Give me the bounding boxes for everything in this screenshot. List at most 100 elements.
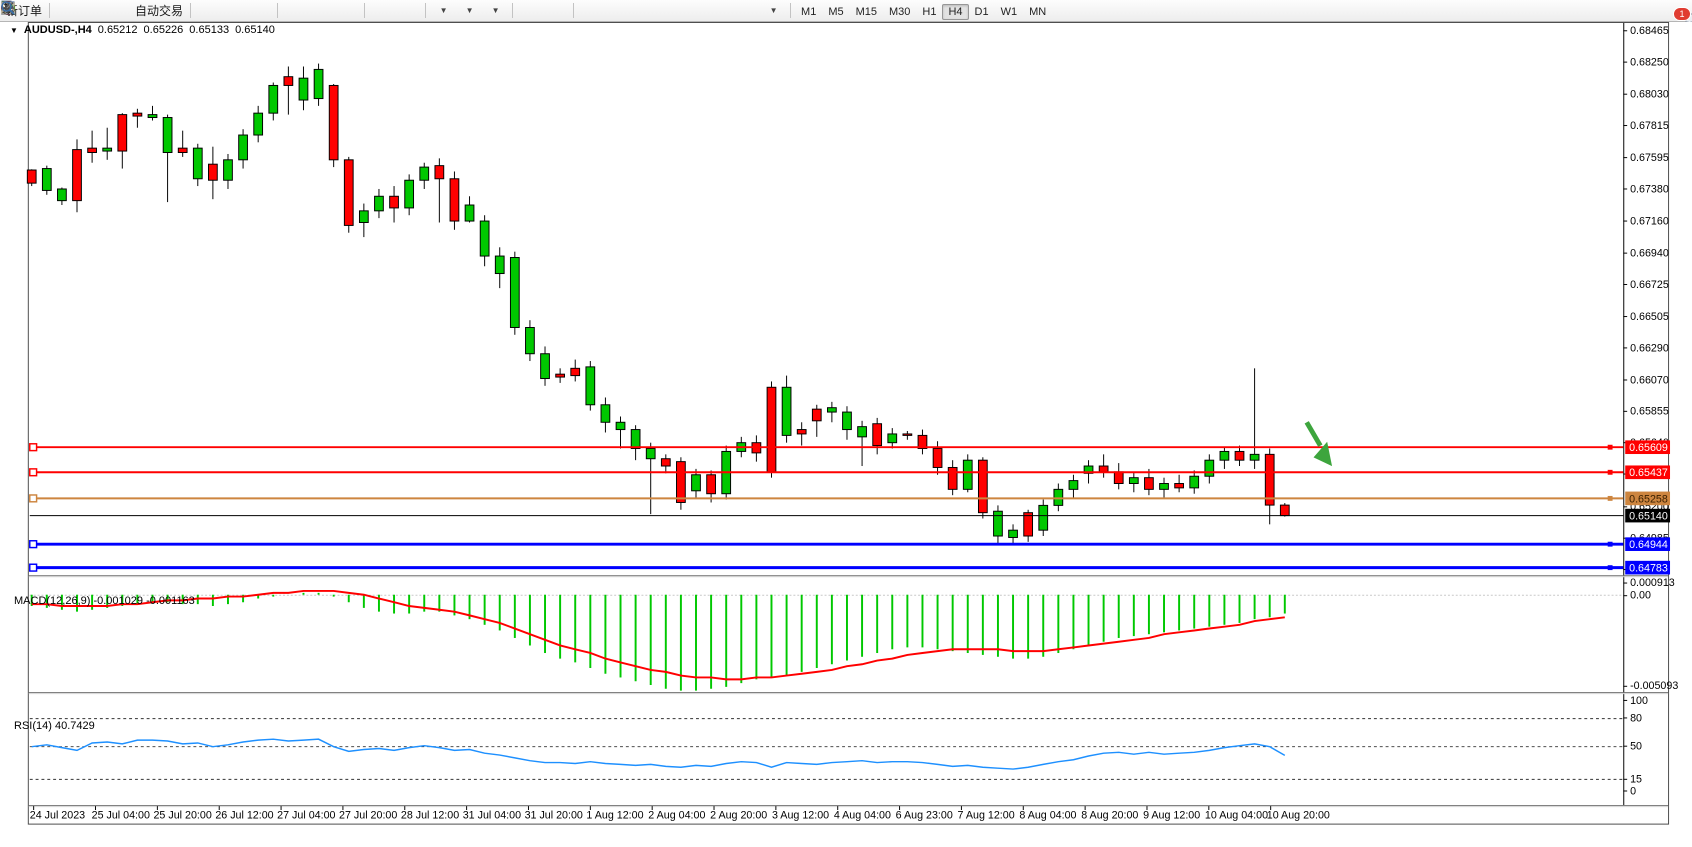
candle-body[interactable] <box>1189 475 1200 489</box>
candle-body[interactable] <box>1279 504 1290 517</box>
time-axis-label[interactable]: 25 Jul 20:00 <box>153 810 211 822</box>
equidistant-channel-button[interactable]: E <box>1 1 682 21</box>
timeframe-button-MN[interactable]: MN <box>1029 5 1047 18</box>
time-axis-label[interactable]: 26 Jul 12:00 <box>215 810 273 822</box>
chart-shift-button[interactable] <box>1 1 421 21</box>
candle-body[interactable] <box>434 165 445 180</box>
time-axis-label[interactable]: 8 Aug 04:00 <box>1019 810 1076 822</box>
candle-body[interactable] <box>600 404 611 423</box>
candle-body[interactable] <box>811 408 822 422</box>
add-indicator-button[interactable]: ▼ <box>1 1 456 21</box>
candle-body[interactable] <box>1174 483 1184 489</box>
candle-body[interactable] <box>615 421 626 431</box>
time-axis-label[interactable]: 25 Jul 04:00 <box>92 810 150 822</box>
horizontal-line-button[interactable] <box>2 1 630 21</box>
text-label-button[interactable]: T <box>2 1 760 21</box>
candle-body[interactable] <box>72 149 82 202</box>
candle-body[interactable] <box>238 134 248 161</box>
candle-body[interactable] <box>766 386 777 473</box>
candle-body[interactable] <box>1204 459 1215 477</box>
candle-body[interactable] <box>479 220 490 257</box>
candle-body[interactable] <box>404 179 415 209</box>
candle-body[interactable] <box>917 434 928 450</box>
candle-body[interactable] <box>1249 453 1260 461</box>
candle-body[interactable] <box>102 147 113 152</box>
time-axis-label[interactable]: 10 Aug 20:00 <box>1267 810 1330 822</box>
candle-body[interactable] <box>676 461 686 503</box>
search-icon[interactable] <box>0 0 16 16</box>
annotation-arrow-shaft[interactable] <box>1304 421 1323 447</box>
vps-button[interactable] <box>0 1 106 21</box>
candle-body[interactable] <box>555 373 565 378</box>
candle-body[interactable] <box>993 510 1003 537</box>
timeframe-button-H4[interactable]: H4 <box>942 3 969 20</box>
time-axis-label[interactable]: 10 Aug 04:00 <box>1205 810 1268 822</box>
candle-body[interactable] <box>223 159 233 181</box>
timeframe-button-M5[interactable]: M5 <box>828 5 844 18</box>
candle-body[interactable] <box>570 367 581 377</box>
candle-body[interactable] <box>857 426 867 438</box>
candle-body[interactable] <box>1128 477 1139 485</box>
candle-body[interactable] <box>419 166 430 181</box>
zoom-out-button[interactable] <box>2 1 334 21</box>
candle-body[interactable] <box>585 366 596 406</box>
candle-body[interactable] <box>132 112 143 117</box>
candle-body[interactable] <box>1159 483 1169 490</box>
candle-body[interactable] <box>283 76 294 86</box>
time-axis-label[interactable]: 1 Aug 12:00 <box>586 810 643 822</box>
candle-body[interactable] <box>525 327 535 355</box>
fibonacci-button[interactable]: F <box>2 1 708 21</box>
line-chart-button[interactable] <box>1 1 273 21</box>
crosshair-button[interactable] <box>2 1 569 21</box>
candle-body[interactable] <box>796 429 807 435</box>
candle-body[interactable] <box>509 257 520 328</box>
candle-body[interactable] <box>177 147 188 154</box>
candle-body[interactable] <box>827 407 837 413</box>
timeframe-button-W1[interactable]: W1 <box>1000 5 1018 18</box>
candle-body[interactable] <box>1068 480 1079 490</box>
candle-body[interactable] <box>1053 488 1064 506</box>
candle-body[interactable] <box>389 195 399 209</box>
candle-body[interactable] <box>26 169 37 184</box>
candle-body[interactable] <box>691 474 701 492</box>
candle-body[interactable] <box>268 84 279 114</box>
template-button[interactable]: ▼ <box>1 1 508 21</box>
time-axis-label[interactable]: 27 Jul 20:00 <box>339 810 397 822</box>
line-handle-left[interactable] <box>29 468 38 477</box>
line-handle-right[interactable] <box>1607 444 1613 450</box>
candle-body[interactable] <box>494 255 505 275</box>
candle-body[interactable] <box>1113 471 1124 485</box>
time-axis-label[interactable]: 2 Aug 04:00 <box>648 810 705 822</box>
styles-button[interactable] <box>1 1 80 21</box>
candle-body[interactable] <box>192 147 203 180</box>
candle-body[interactable] <box>872 423 883 447</box>
candle-body[interactable] <box>630 429 641 450</box>
line-handle-left[interactable] <box>29 443 38 452</box>
timeframe-button-M1[interactable]: M1 <box>801 5 817 18</box>
time-axis-label[interactable]: 7 Aug 12:00 <box>958 810 1015 822</box>
candle-body[interactable] <box>1023 512 1034 537</box>
annotation-arrow-head-icon[interactable] <box>1313 441 1333 467</box>
candle-body[interactable] <box>1144 477 1154 490</box>
line-handle-right[interactable] <box>1607 565 1613 571</box>
candle-body[interactable] <box>374 195 384 212</box>
arrows-button[interactable]: ▼ <box>3 1 786 21</box>
tile-windows-button[interactable] <box>1 1 360 21</box>
candlestick-chart-button[interactable] <box>1 1 247 21</box>
zoom-in-button[interactable] <box>2 1 308 21</box>
candle-body[interactable] <box>358 210 369 223</box>
time-axis-label[interactable]: 2 Aug 20:00 <box>710 810 767 822</box>
candle-body[interactable] <box>887 433 898 444</box>
candle-body[interactable] <box>902 433 913 436</box>
candle-body[interactable] <box>947 466 958 490</box>
timeframe-button-D1[interactable]: D1 <box>974 5 989 18</box>
candle-body[interactable] <box>1234 450 1245 461</box>
candle-body[interactable] <box>253 112 264 136</box>
bar-chart-button[interactable] <box>1 1 221 21</box>
candle-body[interactable] <box>540 353 550 380</box>
collapse-triangle-icon[interactable]: ▼ <box>10 25 18 35</box>
timeframe-button-H1[interactable]: H1 <box>922 5 937 18</box>
auto-scroll-button[interactable] <box>1 1 395 21</box>
time-axis-label[interactable]: 6 Aug 23:00 <box>896 810 953 822</box>
chart-canvas[interactable]: 0.68465 0.68250 0.68030 0.67815 0.67595 0.673… <box>0 22 1692 847</box>
